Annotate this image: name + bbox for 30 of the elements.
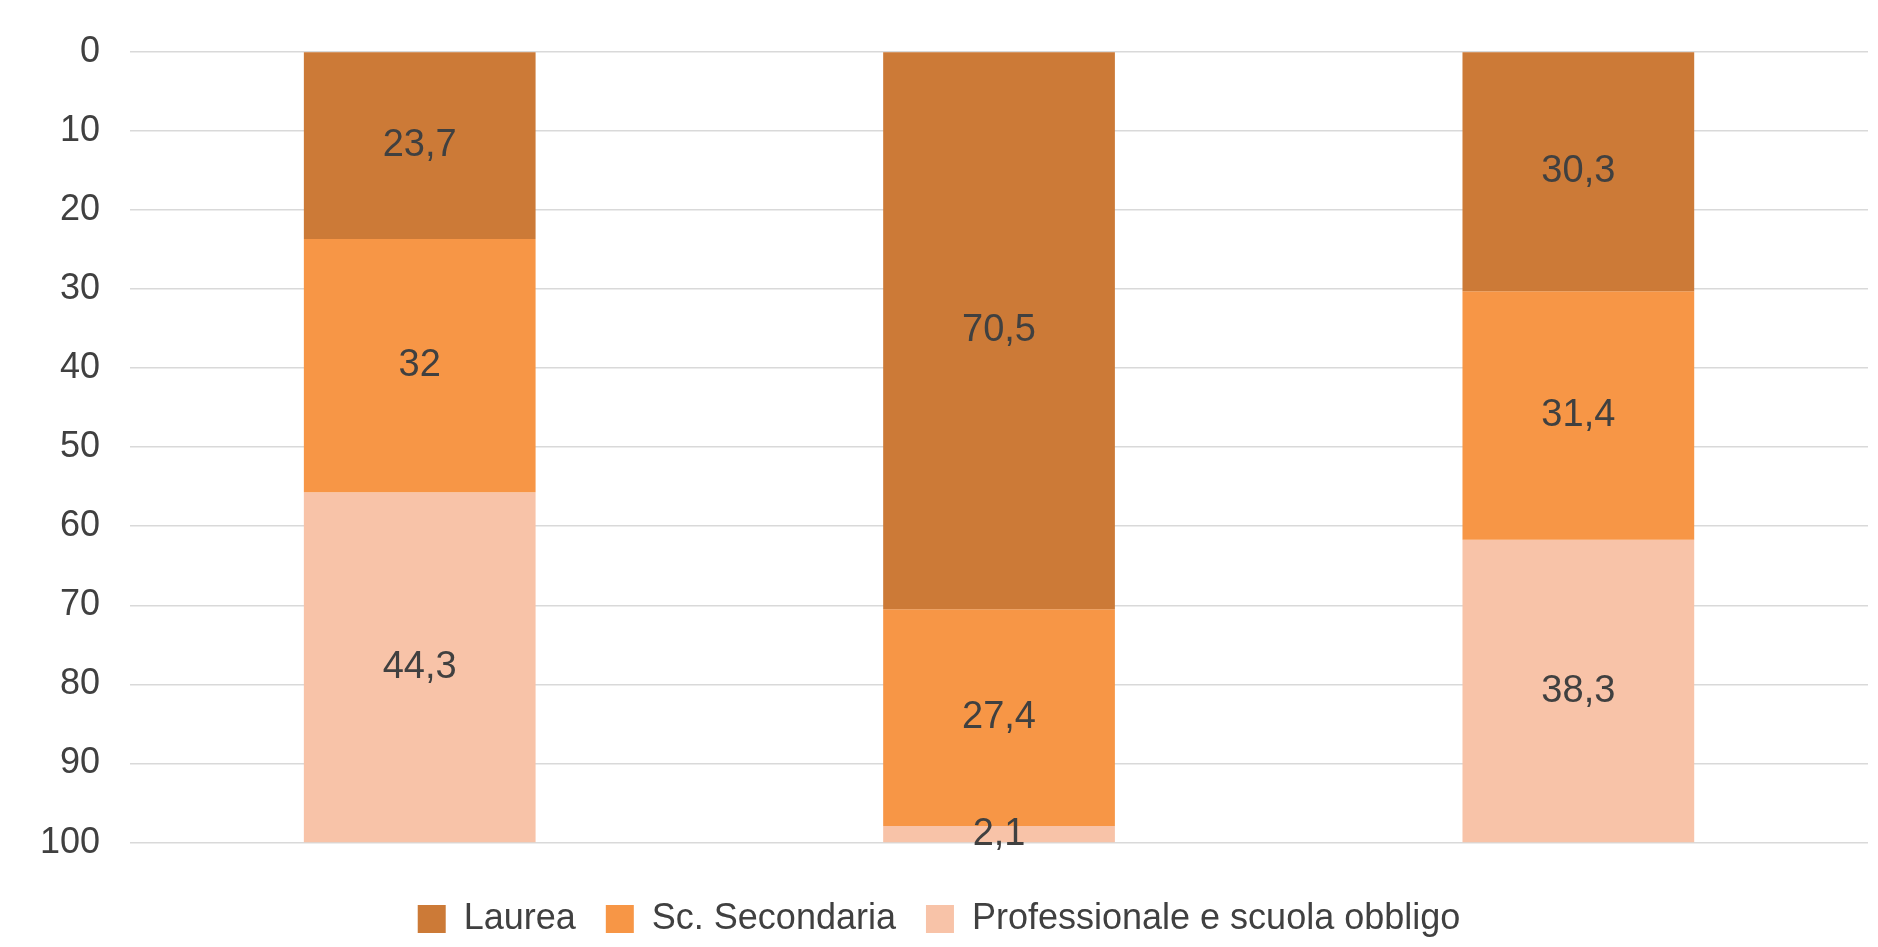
data-label: 38,3: [1541, 667, 1616, 710]
bar: [303, 52, 536, 240]
bar: [303, 492, 536, 843]
bar: [1462, 52, 1695, 292]
data-label: 27,4: [962, 694, 1037, 737]
y-tick-label: 100: [39, 819, 101, 861]
data-label: 70,5: [962, 307, 1037, 350]
legend-label: Laurea: [463, 895, 577, 937]
data-label: 32: [398, 342, 441, 385]
bar: [303, 239, 536, 493]
y-tick-label: 80: [60, 661, 101, 703]
y-tick-label: 10: [60, 107, 101, 149]
legend-label: Professionale e scuola obbligo: [971, 895, 1461, 937]
y-tick-label: 0: [80, 28, 101, 70]
legend-label: Sc. Secondaria: [651, 895, 897, 937]
y-tick-label: 90: [60, 740, 101, 782]
data-label: 44,3: [382, 643, 457, 686]
data-label: 23,7: [382, 122, 457, 165]
data-label: 31,4: [1541, 391, 1616, 434]
bar: [883, 52, 1115, 610]
bar: [1462, 291, 1695, 540]
y-tick-label: 40: [60, 344, 101, 386]
y-tick-label: 30: [60, 265, 101, 307]
y-tick-label: 70: [60, 582, 101, 624]
y-tick-label: 20: [60, 186, 101, 228]
y-tick-label: 60: [60, 503, 101, 545]
data-label: 2,1: [972, 810, 1026, 853]
data-label: 30,3: [1541, 148, 1616, 191]
bar: [1462, 539, 1695, 843]
y-tick-label: 50: [60, 424, 101, 466]
